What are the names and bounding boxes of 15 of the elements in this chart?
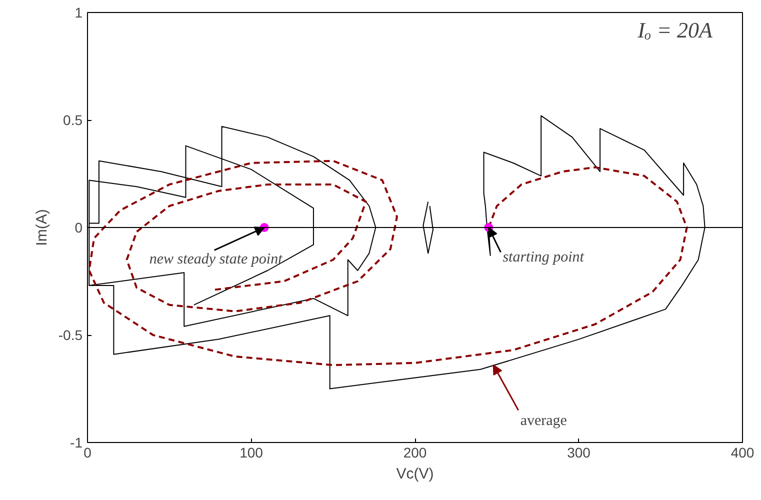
y-axis-title: Im(A)	[33, 209, 50, 246]
annotation: starting point	[502, 250, 585, 266]
y-tick-label: -0.5	[58, 327, 83, 343]
x-tick-label: 200	[403, 444, 427, 460]
y-tick-label: 0.5	[63, 112, 83, 128]
x-axis-title: Vc(V)	[396, 466, 434, 482]
x-tick-label: 400	[730, 444, 754, 460]
annotation: new steady state point	[149, 252, 284, 268]
y-tick-label: 1	[74, 4, 83, 20]
y-tick-label: -1	[70, 434, 83, 450]
x-tick-label: 100	[240, 444, 264, 460]
y-tick-label: 0	[74, 220, 83, 236]
annotation: average	[520, 412, 568, 429]
x-tick-label: 300	[567, 444, 591, 460]
annotation: Iₒ = 20A	[636, 18, 714, 42]
